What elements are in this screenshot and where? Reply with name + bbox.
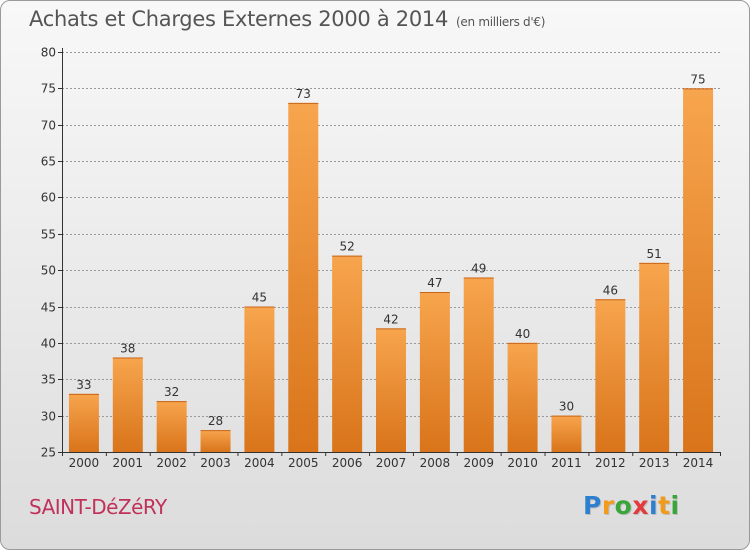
- x-tick-label: 2003: [200, 456, 231, 470]
- x-tick-label: 2000: [69, 456, 100, 470]
- bar: [244, 306, 275, 452]
- logo-letter: t: [658, 491, 671, 520]
- bar-value-label: 32: [164, 385, 179, 399]
- bars: 33 38 32 28 45 73 52 42 47 49 40 30 46 51 75: [68, 72, 714, 452]
- x-tick-label: 2012: [595, 456, 626, 470]
- x-tick-label: 2007: [376, 456, 407, 470]
- axes: 25 30 35 40 45 50 55 60 65 70 75 80 2000 2001 2002 2003…: [41, 46, 721, 470]
- proxiti-logo: Proxiti: [583, 491, 680, 520]
- chart-subtitle: (en milliers d'€): [456, 15, 546, 29]
- x-tick-label: 2009: [463, 456, 494, 470]
- x-tick-label: 2013: [639, 456, 670, 470]
- y-tick-label: 80: [41, 46, 56, 60]
- logo-letter: r: [601, 491, 615, 520]
- bar-value-label: 46: [603, 283, 618, 297]
- x-tick-label: 2011: [551, 456, 582, 470]
- bar-value-label: 30: [559, 400, 574, 414]
- bar: [376, 328, 406, 452]
- bar-value-label: 38: [120, 341, 135, 355]
- bar-value-label: 51: [647, 247, 662, 261]
- bar-value-label: 42: [383, 312, 398, 326]
- bar-value-label: 33: [76, 378, 91, 392]
- bar: [156, 401, 187, 452]
- bar: [463, 277, 494, 452]
- bar-value-label: 47: [427, 276, 442, 290]
- y-tick-label: 40: [41, 337, 56, 351]
- city-name: SAINT-DéZéRY: [29, 495, 167, 519]
- logo-letter: i: [670, 491, 680, 520]
- y-tick-label: 30: [41, 410, 56, 424]
- x-tick-label: 2008: [420, 456, 451, 470]
- bar: [200, 430, 231, 452]
- x-tick-label: 2005: [288, 456, 319, 470]
- logo-letter: x: [632, 491, 649, 520]
- x-tick-label: 2006: [332, 456, 363, 470]
- bar: [683, 88, 714, 452]
- bar: [112, 357, 143, 452]
- chart-title: Achats et Charges Externes 2000 à 2014 (e…: [29, 7, 545, 31]
- bar-value-label: 45: [252, 291, 267, 305]
- y-tick-label: 50: [41, 264, 56, 278]
- x-tick-label: 2010: [507, 456, 538, 470]
- title-text: Achats et Charges Externes 2000 à 2014: [29, 7, 449, 31]
- bar-value-label: 28: [208, 414, 223, 428]
- logo-letter: i: [649, 491, 659, 520]
- y-tick-label: 25: [41, 446, 56, 460]
- x-tick-label: 2002: [156, 456, 187, 470]
- y-tick-label: 60: [41, 191, 56, 205]
- bar-value-label: 40: [515, 327, 530, 341]
- bar: [419, 292, 450, 452]
- bar: [332, 255, 363, 452]
- bar-value-label: 52: [339, 240, 354, 254]
- logo-letter: o: [614, 491, 633, 520]
- y-tick-label: 65: [41, 155, 56, 169]
- bar-value-label: 49: [471, 261, 486, 275]
- x-tick-label: 2004: [244, 456, 275, 470]
- x-tick-label: 2014: [683, 456, 714, 470]
- bar-value-label: 75: [690, 72, 705, 86]
- bar: [595, 299, 626, 452]
- y-tick-label: 45: [41, 301, 56, 315]
- y-tick-label: 70: [41, 119, 56, 133]
- y-tick-label: 75: [41, 82, 56, 96]
- y-tick-label: 55: [41, 228, 56, 242]
- bar: [551, 415, 582, 452]
- bar: [288, 102, 319, 452]
- x-tick-label: 2001: [113, 456, 144, 470]
- bar: [507, 342, 538, 452]
- bar-value-label: 73: [296, 87, 311, 101]
- bar: [68, 393, 99, 452]
- bar: [639, 262, 670, 452]
- logo-letter: P: [583, 491, 602, 520]
- y-tick-label: 35: [41, 373, 56, 387]
